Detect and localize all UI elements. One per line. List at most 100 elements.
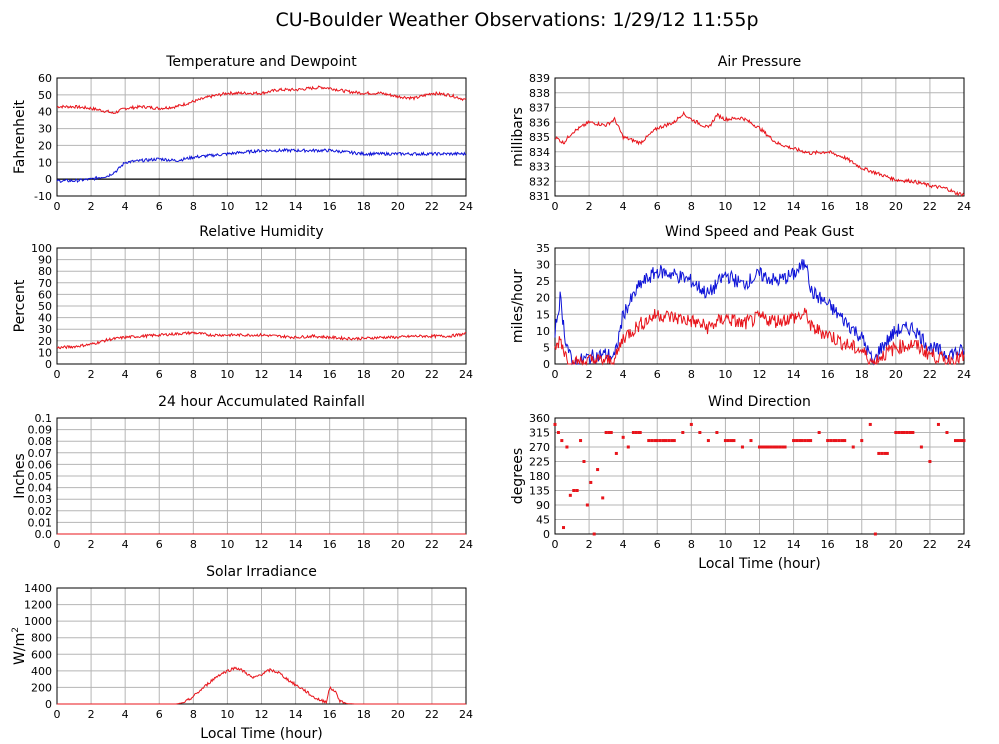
wind-direction-point [883, 451, 887, 455]
y-tick-label: 800 [31, 632, 52, 645]
y-tick-label: 0.04 [28, 482, 53, 495]
chart-title-rain: 24 hour Accumulated Rainfall [158, 394, 365, 410]
y-tick-label: 831 [529, 190, 550, 203]
wind-direction-point [911, 431, 915, 434]
wind-direction-point [945, 431, 949, 434]
x-tick-label: 14 [787, 538, 801, 551]
wind-direction-point [596, 468, 600, 472]
y-tick-label: 5 [543, 341, 550, 354]
wind-direction-point [860, 439, 864, 443]
wind-direction-point [604, 431, 608, 434]
x-tick-label: 16 [323, 708, 337, 721]
x-tick-label: 4 [122, 368, 129, 381]
y-tick-label: 10 [38, 156, 52, 169]
wind-direction-point [783, 445, 787, 449]
y-axis-label: degrees [510, 448, 526, 504]
y-tick-label: 600 [31, 648, 52, 661]
y-tick-label: 0.01 [28, 516, 53, 529]
wind-direction-point [740, 445, 744, 449]
wind-direction-point [908, 431, 912, 434]
y-tick-label: 0.02 [28, 505, 53, 518]
chart-title-solar: Solar Irradiance [206, 564, 317, 580]
x-tick-label: 6 [654, 200, 661, 213]
x-tick-label: 24 [957, 368, 971, 381]
wind-direction-point [817, 431, 821, 434]
series-line-relative-humidity [56, 330, 466, 350]
wind-direction-point [928, 460, 932, 463]
x-tick-label: 16 [323, 368, 337, 381]
x-tick-label: 4 [122, 708, 129, 721]
wind-direction-point [614, 451, 618, 455]
y-tick-label: 834 [529, 146, 550, 159]
wind-direction-point [582, 460, 586, 463]
wind-direction-point [681, 431, 685, 434]
wind-direction-point [726, 439, 730, 443]
chart-title-temp: Temperature and Dewpoint [165, 54, 357, 70]
wind-direction-point [764, 445, 767, 449]
x-tick-label: 12 [753, 200, 767, 213]
x-tick-label: 0 [552, 538, 559, 551]
y-axis-label-sup: 2 [11, 627, 21, 633]
y-tick-label: 0 [45, 698, 52, 711]
wind-direction-point [880, 451, 884, 455]
wind-direction-point [962, 439, 966, 443]
x-tick-label: 6 [654, 538, 661, 551]
y-tick-label: 835 [529, 131, 550, 144]
x-tick-label: 18 [855, 200, 869, 213]
x-tick-label: 20 [391, 538, 405, 551]
x-tick-label: 14 [289, 200, 303, 213]
x-tick-label: 2 [88, 538, 95, 551]
wind-direction-point [803, 439, 807, 443]
y-axis-label: W/m2 [11, 627, 28, 665]
x-tick-label: 18 [357, 708, 371, 721]
x-tick-label: 16 [323, 538, 337, 551]
wind-direction-point [826, 439, 830, 443]
x-tick-label: 24 [957, 200, 971, 213]
x-tick-label: 0 [54, 708, 61, 721]
x-tick-label: 24 [459, 200, 473, 213]
y-tick-label: -10 [34, 190, 52, 203]
y-axis-label: Percent [12, 279, 28, 332]
wind-direction-point [631, 431, 635, 434]
x-tick-label: 6 [654, 368, 661, 381]
x-tick-label: 16 [821, 200, 835, 213]
y-tick-label: 25 [536, 275, 550, 288]
x-tick-label: 14 [289, 368, 303, 381]
x-tick-label: 6 [156, 368, 163, 381]
wind-direction-point [706, 439, 710, 443]
wind-direction-point [837, 439, 841, 443]
y-tick-label: 50 [38, 300, 52, 313]
y-tick-label: 1000 [24, 615, 52, 628]
y-tick-label: 30 [38, 323, 52, 336]
wind-direction-point [873, 532, 877, 536]
y-tick-label: 833 [529, 161, 550, 174]
y-tick-label: 70 [38, 277, 52, 290]
x-tick-label: 18 [357, 538, 371, 551]
x-tick-label: 10 [220, 200, 234, 213]
series-line-wind-speed [554, 307, 965, 366]
y-tick-label: 60 [38, 288, 52, 301]
y-tick-label: 838 [529, 87, 550, 100]
y-tick-label: 0.06 [28, 458, 53, 471]
wind-direction-point [800, 439, 804, 443]
x-tick-label: 2 [586, 538, 593, 551]
x-tick-label: 10 [220, 368, 234, 381]
plot-frame [56, 77, 467, 197]
x-tick-label: 20 [889, 200, 903, 213]
wind-direction-point [761, 445, 764, 449]
x-tick-label: 12 [753, 368, 767, 381]
y-tick-label: 0 [543, 358, 550, 371]
x-tick-label: 22 [425, 200, 439, 213]
plot-frame [56, 247, 467, 365]
wind-direction-point [919, 445, 923, 449]
y-tick-label: 0 [45, 173, 52, 186]
wind-direction-point [729, 439, 733, 443]
x-tick-label: 0 [54, 538, 61, 551]
x-tick-label: 12 [255, 368, 269, 381]
x-tick-label: 16 [821, 538, 835, 551]
x-tick-label: 18 [357, 200, 371, 213]
x-tick-label: 24 [957, 538, 971, 551]
x-tick-label: 0 [552, 200, 559, 213]
x-tick-label: 20 [889, 368, 903, 381]
